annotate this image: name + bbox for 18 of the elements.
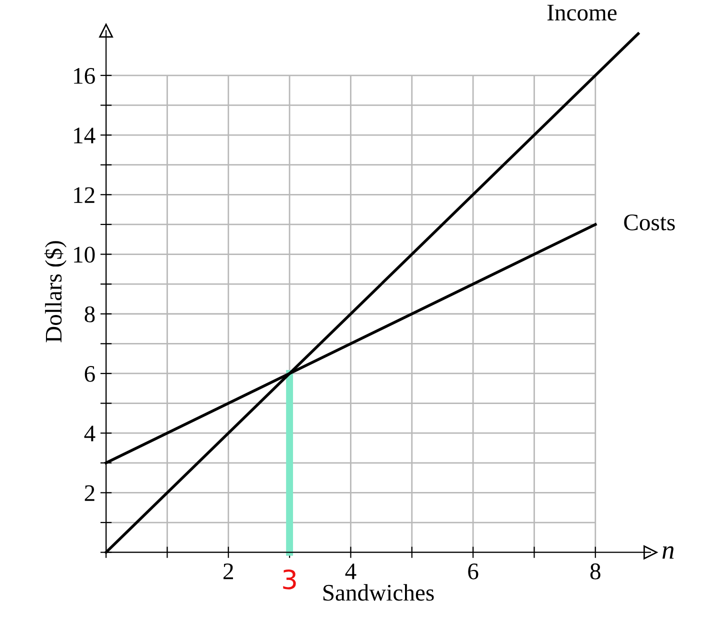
x-tick-label: 6	[468, 563, 478, 580]
series-label: Income	[547, 4, 617, 21]
x-axis-title: Sandwiches	[323, 584, 434, 601]
y-tick-label: 14	[74, 128, 96, 144]
y-tick-label: 16	[74, 68, 95, 84]
x-tick-label: 8	[590, 563, 600, 580]
x-tick-label: 2	[224, 563, 233, 580]
y-tick-label: 8	[84, 306, 95, 322]
y-tick-label: 10	[74, 246, 95, 263]
text: n	[662, 546, 674, 559]
x-tick-label: 4	[345, 564, 356, 580]
y-axis-title: Dollars ($)	[44, 241, 66, 342]
y-tick-label: 4	[84, 426, 96, 442]
series-label: Costs	[624, 214, 675, 230]
y-tick-label: 2	[84, 485, 94, 501]
y-tick-label: 12	[74, 187, 94, 203]
y-tick-label: 6	[84, 366, 95, 382]
annotation: 3	[283, 569, 296, 590]
